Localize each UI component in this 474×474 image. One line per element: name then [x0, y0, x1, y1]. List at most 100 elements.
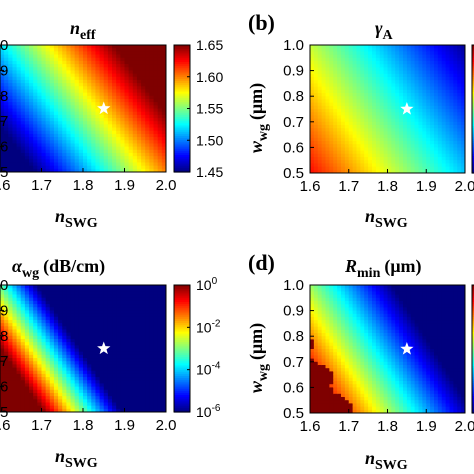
heatmap-cell	[333, 157, 338, 161]
heatmap-cell	[53, 156, 59, 160]
heatmap-cell	[41, 319, 47, 324]
heatmap-cell	[95, 326, 101, 331]
heatmap-cell	[0, 79, 5, 84]
heatmap-cell	[422, 102, 427, 107]
heatmap-cell	[368, 45, 373, 49]
heatmap-cell	[161, 137, 166, 141]
heatmap-cell	[74, 73, 80, 78]
heatmap-cell	[83, 383, 88, 388]
heatmap-cell	[62, 121, 67, 125]
heatmap-cell	[391, 93, 396, 97]
heatmap-cell	[4, 92, 9, 97]
heatmap-cell	[12, 124, 18, 129]
heatmap-cell	[344, 150, 350, 155]
heatmap-cell	[74, 162, 80, 167]
heatmap-cell	[66, 73, 72, 78]
heatmap-cell	[383, 153, 389, 158]
heatmap-cell	[8, 121, 14, 125]
panel-a-heatmap	[0, 45, 166, 172]
heatmap-cell	[87, 373, 92, 378]
heatmap-cell	[33, 124, 38, 129]
heatmap-cell	[95, 92, 101, 97]
heatmap-cell	[161, 329, 166, 334]
heatmap-cell	[399, 99, 404, 104]
heatmap-cell	[145, 143, 150, 148]
heatmap-cell	[0, 89, 5, 94]
colorbar-segment	[472, 98, 474, 102]
heatmap-cell	[74, 338, 80, 343]
heatmap-cell	[33, 377, 38, 381]
heatmap-cell	[78, 361, 84, 365]
heatmap-cell	[16, 70, 22, 75]
heatmap-cell	[372, 61, 377, 65]
heatmap-cell	[145, 348, 150, 353]
heatmap-cell	[132, 162, 138, 167]
heatmap-cell	[153, 348, 159, 353]
heatmap-cell	[99, 383, 105, 388]
heatmap-cell	[20, 95, 26, 100]
heatmap-cell	[313, 54, 319, 59]
heatmap-cell	[112, 389, 117, 394]
heatmap-cell	[49, 307, 55, 311]
heatmap-cell	[457, 105, 462, 110]
heatmap-cell	[141, 152, 146, 157]
heatmap-cell	[372, 64, 377, 68]
heatmap-cell	[333, 48, 338, 52]
heatmap-cell	[29, 146, 34, 151]
heatmap-cell	[325, 45, 330, 49]
heatmap-cell	[8, 354, 14, 359]
heatmap-cell	[53, 152, 59, 157]
heatmap-cell	[66, 121, 72, 125]
heatmap-cell	[33, 57, 38, 62]
heatmap-cell	[418, 169, 423, 173]
heatmap-cell	[53, 92, 59, 97]
heatmap-cell	[430, 83, 435, 88]
heatmap-cell	[116, 345, 121, 350]
heatmap-cell	[91, 364, 97, 369]
heatmap-cell	[66, 373, 72, 378]
heatmap-cell	[391, 54, 396, 59]
heatmap-cell	[4, 329, 9, 334]
heatmap-cell	[149, 383, 155, 388]
heatmap-cell	[337, 144, 342, 148]
heatmap-cell	[124, 114, 130, 119]
heatmap-cell	[445, 150, 451, 155]
heatmap-cell	[53, 354, 59, 359]
heatmap-cell	[453, 144, 458, 148]
heatmap-cell	[8, 64, 14, 68]
colorbar-segment	[472, 70, 474, 74]
heatmap-cell	[74, 408, 80, 412]
heatmap-cell	[116, 105, 121, 110]
heatmap-cell	[333, 153, 338, 158]
heatmap-cell	[434, 57, 439, 62]
heatmap-cell	[372, 147, 377, 152]
heatmap-cell	[49, 146, 55, 151]
heatmap-cell	[149, 316, 155, 321]
heatmap-cell	[387, 102, 392, 107]
heatmap-cell	[41, 168, 47, 172]
colorbar-segment	[472, 47, 474, 50]
heatmap-cell	[418, 115, 423, 120]
heatmap-cell	[317, 96, 323, 100]
heatmap-cell	[58, 285, 63, 289]
heatmap-cell	[325, 147, 330, 152]
colorbar-segment	[174, 131, 190, 135]
heatmap-cell	[107, 111, 113, 116]
heatmap-cell	[157, 127, 163, 132]
heatmap-cell	[321, 147, 327, 152]
heatmap-cell	[4, 392, 9, 397]
heatmap-cell	[145, 326, 150, 331]
heatmap-cell	[99, 323, 105, 327]
heatmap-cell	[310, 99, 315, 104]
heatmap-cell	[4, 111, 9, 116]
heatmap-cell	[132, 140, 138, 145]
heatmap-cell	[4, 323, 9, 327]
heatmap-cell	[8, 168, 14, 172]
heatmap-cell	[310, 128, 315, 132]
heatmap-cell	[20, 57, 26, 62]
heatmap-cell	[161, 162, 166, 167]
heatmap-cell	[91, 159, 97, 164]
heatmap-cell	[37, 108, 43, 113]
heatmap-cell	[141, 285, 146, 289]
heatmap-cell	[128, 408, 134, 412]
